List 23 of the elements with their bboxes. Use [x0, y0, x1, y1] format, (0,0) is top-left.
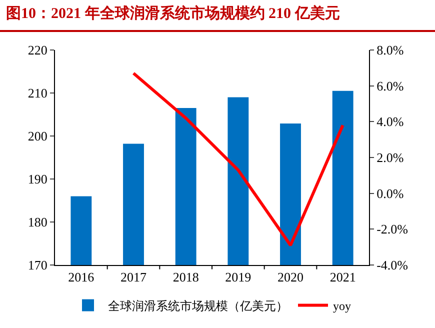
y-tick-label: 170 [28, 258, 48, 273]
y-tick-label: 190 [28, 172, 48, 187]
x-tick-label: 2016 [68, 270, 95, 285]
x-tick-label: 2019 [225, 270, 252, 285]
y2-tick-label: -2.0% [376, 222, 408, 237]
line-series [132, 72, 344, 247]
chart-title: 图10：2021 年全球润滑系统市场规模约 210 亿美元 [0, 0, 435, 32]
y2-tick-label: 6.0% [376, 78, 404, 94]
y2-tick-label: 4.0% [376, 114, 404, 130]
y-tick-label: 200 [28, 128, 48, 144]
y2-tick-label: 0.0% [376, 186, 404, 201]
y2-tick-label: 8.0% [376, 42, 404, 58]
y-tick-label: 220 [28, 42, 48, 58]
y2-tick-label: 2.0% [376, 150, 404, 166]
y-tick-label: 210 [28, 86, 48, 101]
x-tick-label: 2021 [330, 270, 356, 285]
x-tick-label: 2018 [172, 270, 199, 285]
x-tick-label: 2017 [120, 270, 147, 285]
legend-label: yoy [333, 298, 351, 313]
x-tick-label: 2020 [278, 270, 304, 285]
y2-tick-label: -4.0% [376, 258, 408, 273]
y-tick-label: 180 [28, 214, 48, 230]
legend-label: 全球润滑系统市场规模（亿美元） [108, 298, 288, 313]
